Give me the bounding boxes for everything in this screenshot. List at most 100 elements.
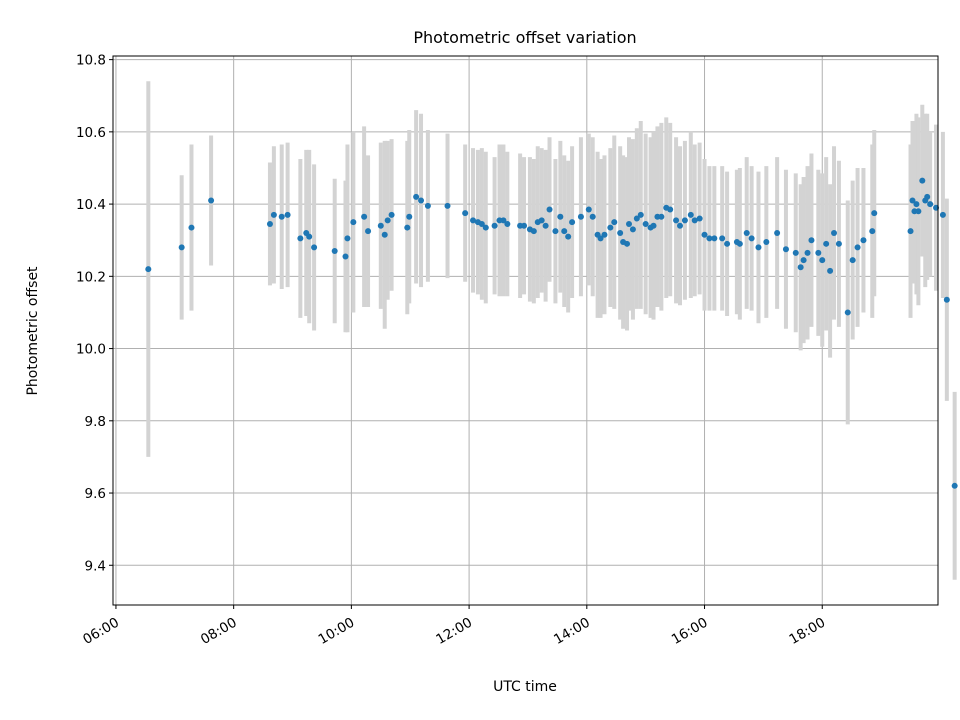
- data-point: [939, 211, 946, 218]
- data-point: [913, 201, 920, 208]
- data-point: [625, 220, 632, 227]
- data-point: [377, 222, 384, 229]
- y-axis-label: Photometric offset: [25, 266, 41, 396]
- x-axis-label: UTC time: [493, 679, 557, 695]
- data-point: [424, 202, 431, 209]
- data-point: [748, 235, 755, 242]
- data-point: [943, 296, 950, 303]
- data-point: [569, 219, 576, 226]
- data-point: [589, 213, 596, 220]
- data-point: [755, 244, 762, 251]
- data-point: [642, 220, 649, 227]
- data-point: [418, 197, 425, 204]
- data-point: [919, 177, 926, 184]
- data-point: [188, 224, 195, 231]
- data-point: [844, 309, 851, 316]
- data-point: [504, 220, 511, 227]
- data-points: [145, 177, 958, 489]
- data-point: [311, 244, 318, 251]
- data-point: [800, 257, 807, 264]
- data-point: [546, 206, 553, 213]
- data-point: [597, 235, 604, 242]
- data-point: [413, 193, 420, 200]
- data-point: [585, 206, 592, 213]
- data-point: [677, 222, 684, 229]
- data-point: [361, 213, 368, 220]
- data-point: [406, 213, 413, 220]
- plot-frame: [112, 55, 939, 606]
- data-point: [687, 211, 694, 218]
- data-point: [871, 210, 878, 217]
- data-point: [530, 228, 537, 235]
- data-point: [819, 257, 826, 264]
- data-point: [736, 240, 743, 247]
- data-point: [145, 266, 152, 273]
- data-point: [478, 220, 485, 227]
- y-tick-label: 10.8: [76, 53, 106, 69]
- data-point: [538, 217, 545, 224]
- data-point: [611, 219, 618, 226]
- data-point: [561, 228, 568, 235]
- chart-title: Photometric offset variation: [413, 28, 636, 47]
- data-point: [542, 222, 549, 229]
- data-point: [915, 208, 922, 215]
- y-tick-label: 10.4: [76, 197, 106, 213]
- data-point: [208, 197, 215, 204]
- data-point: [724, 240, 731, 247]
- data-point: [831, 229, 838, 236]
- data-point: [365, 228, 372, 235]
- data-point: [381, 231, 388, 238]
- data-point: [444, 202, 451, 209]
- data-point: [470, 217, 477, 224]
- data-point: [350, 219, 357, 226]
- data-point: [491, 222, 498, 229]
- data-point: [482, 224, 489, 231]
- data-point: [388, 211, 395, 218]
- data-point: [701, 231, 708, 238]
- data-point: [178, 244, 185, 251]
- data-point: [909, 197, 916, 204]
- data-point: [774, 229, 781, 236]
- data-point: [927, 201, 934, 208]
- data-point: [577, 213, 584, 220]
- data-point: [907, 228, 914, 235]
- data-point: [849, 257, 856, 264]
- data-point: [743, 229, 750, 236]
- data-point: [500, 217, 507, 224]
- data-point: [835, 240, 842, 247]
- data-point: [658, 213, 665, 220]
- data-point: [650, 222, 657, 229]
- data-point: [860, 237, 867, 244]
- data-point: [804, 249, 811, 256]
- data-point: [601, 231, 608, 238]
- y-tick-label: 10.0: [76, 342, 106, 358]
- data-point: [284, 211, 291, 218]
- data-point: [607, 224, 614, 231]
- data-point: [521, 222, 528, 229]
- data-point: [673, 217, 680, 224]
- data-point: [827, 267, 834, 274]
- y-axis-ticks: 9.4 9.6 9.8 10.0 10.2 10.4 10.6 10.8: [76, 53, 113, 574]
- data-point: [270, 211, 277, 218]
- data-point: [565, 233, 572, 240]
- y-tick-label: 9.6: [85, 486, 106, 502]
- data-point: [696, 215, 703, 222]
- data-point: [691, 217, 698, 224]
- data-point: [637, 211, 644, 218]
- data-point: [629, 226, 636, 233]
- data-point: [624, 240, 631, 247]
- data-point: [342, 253, 349, 260]
- y-tick-label: 10.2: [76, 269, 106, 285]
- y-tick-label: 9.4: [85, 558, 106, 574]
- data-point: [404, 224, 411, 231]
- data-point: [869, 228, 876, 235]
- data-point: [706, 235, 713, 242]
- data-point: [808, 237, 815, 244]
- data-point: [815, 249, 822, 256]
- data-point: [951, 482, 958, 489]
- data-point: [854, 244, 861, 251]
- data-point: [823, 240, 830, 247]
- data-point: [617, 229, 624, 236]
